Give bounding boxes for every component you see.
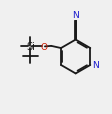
- Text: N: N: [72, 11, 79, 20]
- Text: Si: Si: [26, 42, 35, 52]
- Text: N: N: [92, 61, 99, 70]
- Text: O: O: [40, 43, 47, 51]
